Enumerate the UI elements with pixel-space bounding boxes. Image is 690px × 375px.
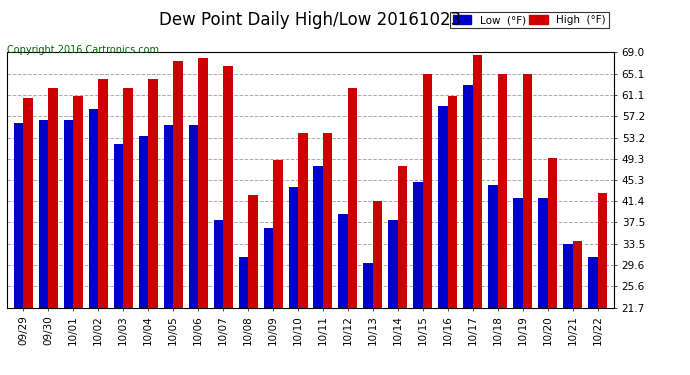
Bar [398,166,408,308]
Bar [288,187,298,308]
Bar [513,198,523,308]
Bar [23,98,32,308]
Bar [239,257,248,307]
Bar [339,214,348,308]
Bar [73,96,83,308]
Bar [198,58,208,308]
Bar [438,106,448,308]
Bar [364,263,373,308]
Bar [14,123,23,308]
Bar [213,220,223,308]
Bar [123,87,132,308]
Bar [248,195,257,308]
Bar [323,134,333,308]
Text: Copyright 2016 Cartronics.com: Copyright 2016 Cartronics.com [7,45,159,55]
Bar [39,120,48,308]
Bar [598,193,607,308]
Bar [223,66,233,308]
Bar [114,144,123,308]
Bar [139,136,148,308]
Bar [273,160,282,308]
Bar [313,166,323,308]
Bar [298,134,308,308]
Bar [63,120,73,308]
Bar [348,87,357,308]
Bar [523,74,533,307]
Bar [188,125,198,308]
Bar [573,241,582,308]
Bar [413,182,423,308]
Bar [98,80,108,308]
Bar [473,55,482,308]
Bar [489,184,498,308]
Bar [563,244,573,308]
Bar [498,74,507,307]
Text: Dew Point Daily High/Low 20161023: Dew Point Daily High/Low 20161023 [159,11,462,29]
Bar [148,80,157,308]
Bar [448,96,457,308]
Bar [48,87,58,308]
Bar [173,61,183,308]
Bar [373,201,382,308]
Bar [388,220,398,308]
Bar [589,257,598,307]
Bar [538,198,548,308]
Bar [423,74,433,307]
Legend: Low  (°F), High  (°F): Low (°F), High (°F) [450,12,609,28]
Bar [548,158,558,308]
Bar [264,228,273,308]
Bar [88,109,98,307]
Bar [164,125,173,308]
Bar [464,85,473,308]
